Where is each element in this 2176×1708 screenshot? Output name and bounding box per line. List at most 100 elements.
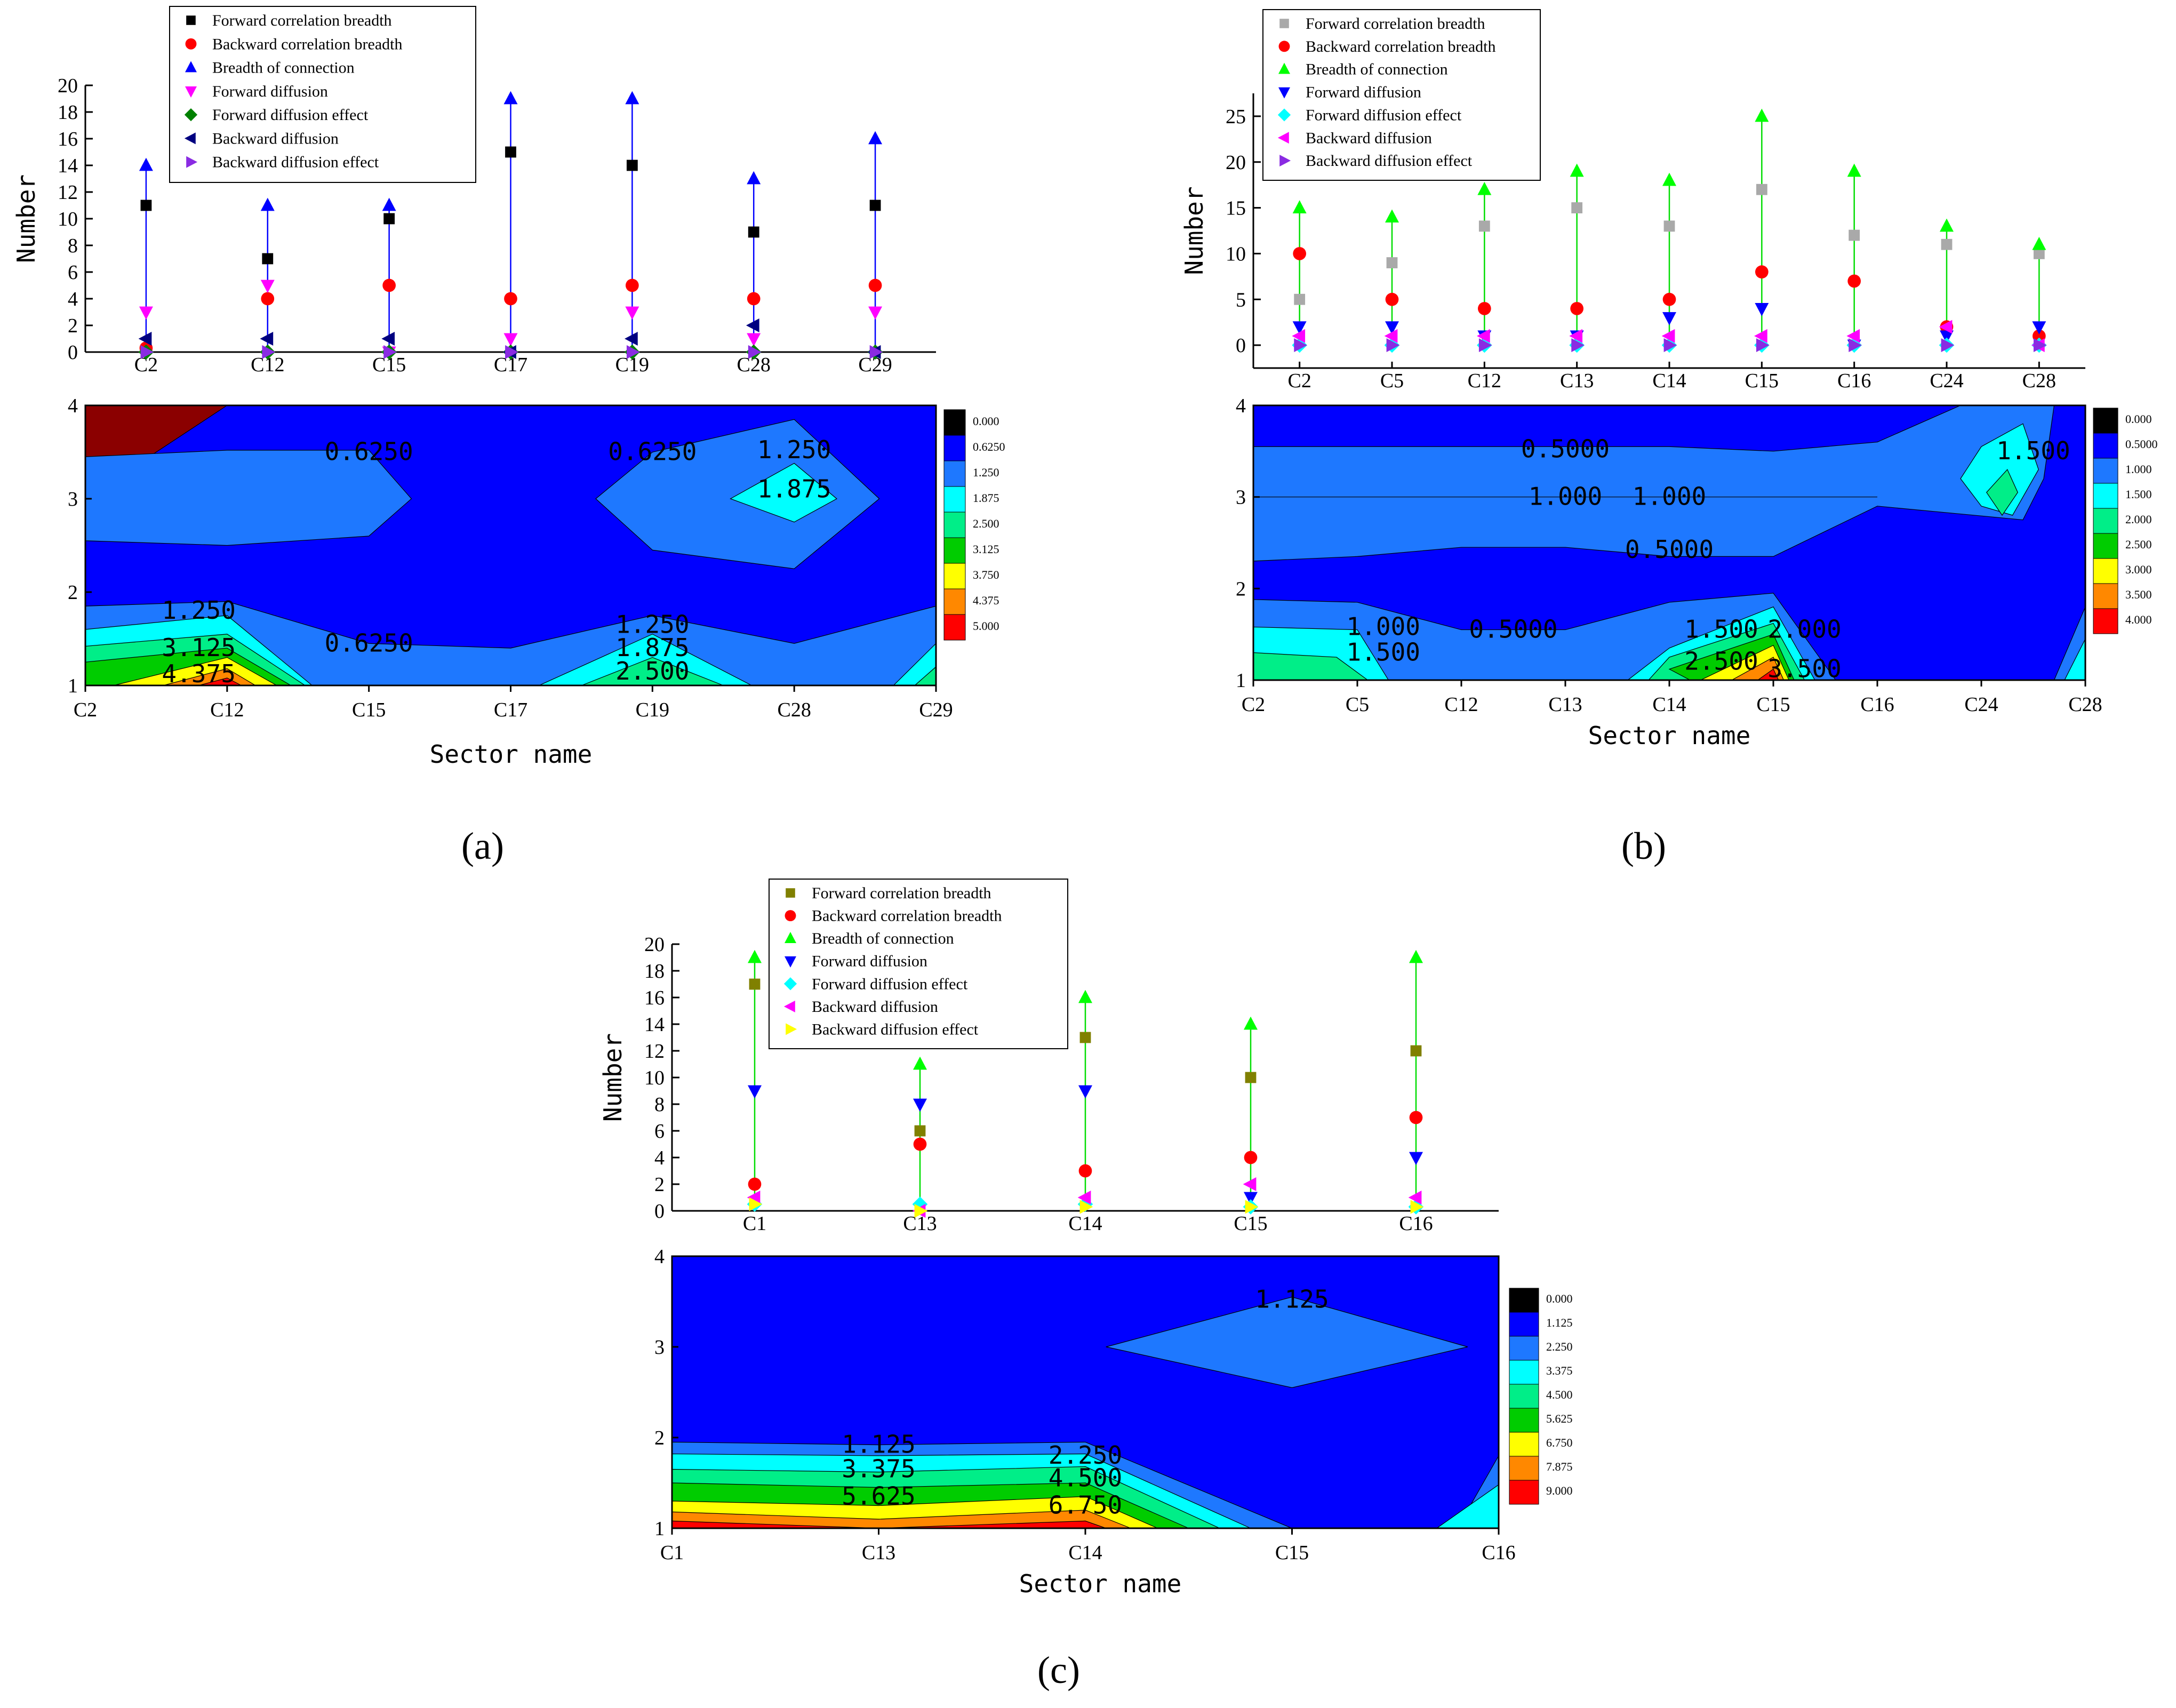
series-backward-diffusion-effect [749, 1197, 1424, 1218]
data-point [2032, 321, 2046, 335]
legend-marker [785, 910, 796, 922]
series-backward-correlation-breadth [1293, 247, 2046, 343]
contour-panel: 0.6250 0.6250 1.2501.8751.2503.1254.3750.6… [68, 395, 953, 721]
data-point [1078, 989, 1092, 1003]
y-tick-label: 0 [654, 1200, 665, 1223]
x-tick-label: C5 [1380, 370, 1404, 392]
y-tick-label: 4 [654, 1246, 665, 1268]
y-tick-label: 8 [654, 1094, 665, 1116]
series-forward-diffusion [748, 1085, 1423, 1206]
data-point [1478, 220, 1490, 232]
legend-label: Forward correlation breadth [1306, 15, 1485, 33]
data-point [382, 278, 396, 292]
y-tick-label: 12 [58, 181, 78, 204]
data-point [1569, 329, 1583, 343]
scatter-panel: 0 2 4 6 8 10 12 14 16 18 20 Number C1 C13 C14 C15 C16 [598, 933, 1499, 1235]
y-tick-label: 0 [1236, 334, 1246, 357]
data-point [1385, 321, 1399, 335]
contour-label: 3.375 [842, 1455, 915, 1483]
y-tick-label: 12 [644, 1040, 665, 1063]
data-point [1940, 218, 1954, 232]
x-tick-label: C2 [74, 699, 97, 721]
x-tick-label: C2 [1242, 693, 1265, 716]
colorbar-label: 6.750 [1546, 1436, 1573, 1449]
colorbar-label: 3.750 [973, 568, 999, 581]
y-tick-label: 25 [1226, 106, 1246, 128]
contour-label: 1.125 [1255, 1285, 1329, 1314]
contour-region [1986, 469, 2018, 516]
data-point [1078, 1164, 1092, 1178]
colorbar-label: 1.500 [2125, 488, 2152, 501]
colorbar: 0.000 0.5000 1.000 1.500 2.000 2.500 3.000 3.50… [2093, 408, 2158, 634]
data-point [1846, 329, 1860, 343]
contour-region [1106, 1296, 1468, 1388]
colorbar-label: 2.500 [973, 517, 999, 530]
legend-label: Breadth of connection [212, 59, 355, 77]
colorbar-label: 0.000 [973, 414, 999, 428]
colorbar-swatch [2093, 408, 2118, 434]
y-tick-label: 18 [644, 960, 665, 983]
data-point [868, 131, 883, 145]
legend-label: Backward correlation breadth [812, 907, 1002, 925]
contour-label: 2.000 [1767, 615, 1841, 644]
y-tick-label: 4 [1236, 395, 1246, 417]
contour-label: 1.500 [1684, 615, 1758, 644]
colorbar-swatch [1509, 1288, 1539, 1313]
data-point [1755, 303, 1769, 316]
data-point [505, 146, 516, 158]
data-point [749, 978, 761, 990]
colorbar-swatch [2093, 608, 2118, 634]
data-point [2033, 248, 2045, 259]
colorbar-label: 1.000 [2125, 462, 2152, 476]
x-tick-label: C13 [862, 1542, 895, 1564]
data-point [626, 159, 638, 171]
legend: Forward correlation breadth Backward corr… [769, 879, 1068, 1049]
data-point [748, 226, 759, 238]
data-point [381, 332, 395, 346]
colorbar-swatch [2093, 533, 2118, 559]
data-point [1410, 1200, 1424, 1214]
contour-label: 1.875 [757, 475, 831, 504]
x-tick-label: C15 [1745, 370, 1779, 392]
contour-label: 3.125 [162, 633, 235, 662]
legend-marker [1279, 155, 1291, 167]
y-tick-label: 3 [654, 1336, 665, 1359]
data-point [1478, 338, 1492, 353]
x-axis-title: Sector name [1588, 721, 1751, 750]
contour-label: 1.250 [615, 610, 689, 638]
y-tick-label: 14 [644, 1013, 665, 1036]
x-tick-label: C29 [919, 699, 953, 721]
y-tick-label: 4 [68, 288, 78, 310]
legend-label: Forward correlation breadth [212, 12, 392, 29]
data-point [1661, 329, 1675, 343]
data-point [625, 306, 639, 320]
series-breadth-of-connection [1292, 108, 2046, 250]
y-tick-label: 0 [68, 341, 78, 364]
x-tick-label: C16 [1482, 1542, 1515, 1564]
data-point [868, 278, 882, 292]
legend-label: Forward diffusion effect [812, 975, 968, 993]
data-point [747, 171, 761, 185]
x-tick-label: C28 [2022, 370, 2056, 392]
colorbar-swatch [2093, 583, 2118, 609]
colorbar: 0.000 0.6250 1.250 1.875 2.500 3.125 3.750 4.37… [943, 409, 1005, 641]
data-point [625, 332, 638, 346]
legend-marker [1277, 132, 1289, 144]
data-point [1384, 329, 1398, 343]
data-point [138, 332, 152, 346]
legend-marker [786, 1023, 797, 1035]
scatter-panel: 0 5 10 15 20 25 Number C2 C5 C12 C13 C14 C15 C16 C24 C2… [1180, 93, 2085, 392]
legend-marker [786, 888, 795, 898]
contour-label: 1.500 [1996, 436, 2070, 465]
legend-marker [1277, 108, 1291, 122]
y-tick-label: 6 [68, 261, 78, 284]
legend-marker [184, 132, 196, 145]
colorbar-swatch [1509, 1384, 1539, 1409]
legend-marker [186, 156, 198, 168]
data-point [913, 1098, 927, 1112]
y-tick-label: 2 [1236, 578, 1246, 600]
colorbar-swatch [2093, 558, 2118, 584]
y-tick-label: 2 [68, 315, 78, 337]
contour-region [1253, 405, 2055, 562]
data-point [1079, 1032, 1091, 1043]
